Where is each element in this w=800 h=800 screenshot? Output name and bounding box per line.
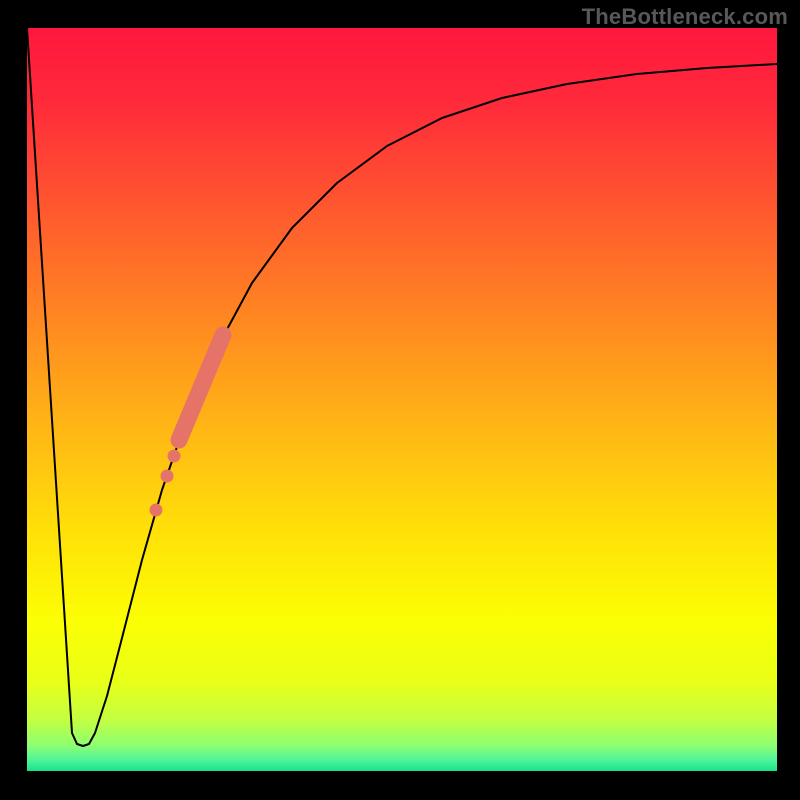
curve-layer: [27, 28, 777, 771]
marker-dot-2: [150, 504, 163, 517]
marker-dot-0: [168, 450, 181, 463]
marker-thick-segment: [179, 335, 223, 440]
watermark-text: TheBottleneck.com: [582, 4, 788, 30]
bottleneck-curve: [27, 28, 777, 746]
marker-dot-1: [161, 470, 174, 483]
chart-stage: TheBottleneck.com: [0, 0, 800, 800]
